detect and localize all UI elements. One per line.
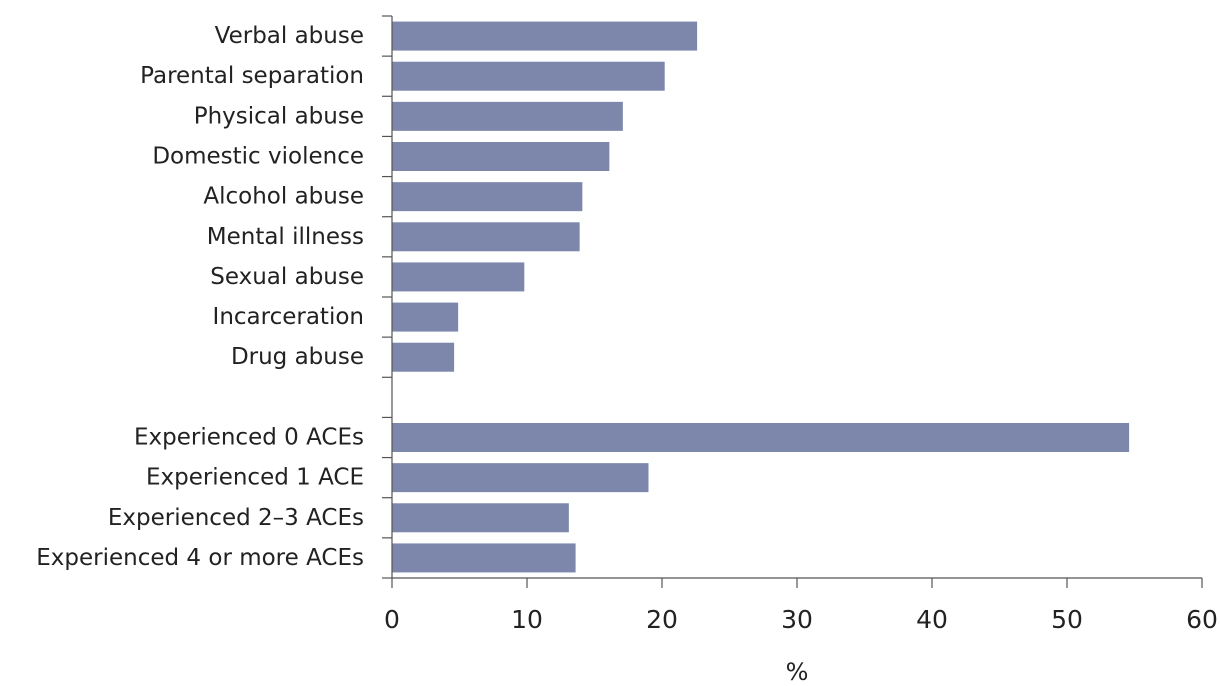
category-label: Incarceration xyxy=(213,304,364,330)
category-label: Verbal abuse xyxy=(215,23,364,49)
category-label: Mental illness xyxy=(207,224,364,250)
bar xyxy=(392,503,569,533)
x-axis-tick-labels: 0 10 20 30 40 50 60 xyxy=(384,605,1218,634)
x-tick-label: 50 xyxy=(1051,605,1083,634)
x-tick-label: 30 xyxy=(781,605,813,634)
category-label: Alcohol abuse xyxy=(203,184,364,210)
bar xyxy=(392,463,649,493)
x-axis-ticks xyxy=(391,578,1203,588)
bar xyxy=(392,342,455,372)
bars-group xyxy=(392,21,1130,573)
category-label: Physical abuse xyxy=(194,103,364,129)
bar xyxy=(392,142,610,171)
category-label: Experienced 2–3 ACEs xyxy=(108,505,364,531)
bar xyxy=(392,182,583,212)
category-label: Experienced 4 or more ACEs xyxy=(36,545,364,571)
x-tick-label: 60 xyxy=(1186,605,1218,634)
category-label: Parental separation xyxy=(140,63,364,89)
category-label: Sexual abuse xyxy=(210,264,364,290)
bar xyxy=(392,302,459,332)
category-label: Domestic violence xyxy=(152,144,364,170)
x-tick-label: 20 xyxy=(646,605,678,634)
bar xyxy=(392,423,1130,452)
x-tick-label: 10 xyxy=(511,605,543,634)
category-label: Drug abuse xyxy=(231,344,364,370)
category-label: Experienced 0 ACEs xyxy=(134,425,364,451)
x-tick-label: 40 xyxy=(916,605,948,634)
x-axis-title: % xyxy=(786,658,809,686)
bar xyxy=(392,61,665,91)
category-labels: Verbal abuse Parental separation Physical … xyxy=(36,23,364,571)
bar xyxy=(392,543,576,573)
category-label: Experienced 1 ACE xyxy=(146,465,364,491)
bar xyxy=(392,222,580,252)
bar xyxy=(392,21,698,51)
bar xyxy=(392,101,623,131)
y-axis-ticks xyxy=(382,15,392,579)
x-tick-label: 0 xyxy=(384,605,400,634)
bar xyxy=(392,262,525,292)
